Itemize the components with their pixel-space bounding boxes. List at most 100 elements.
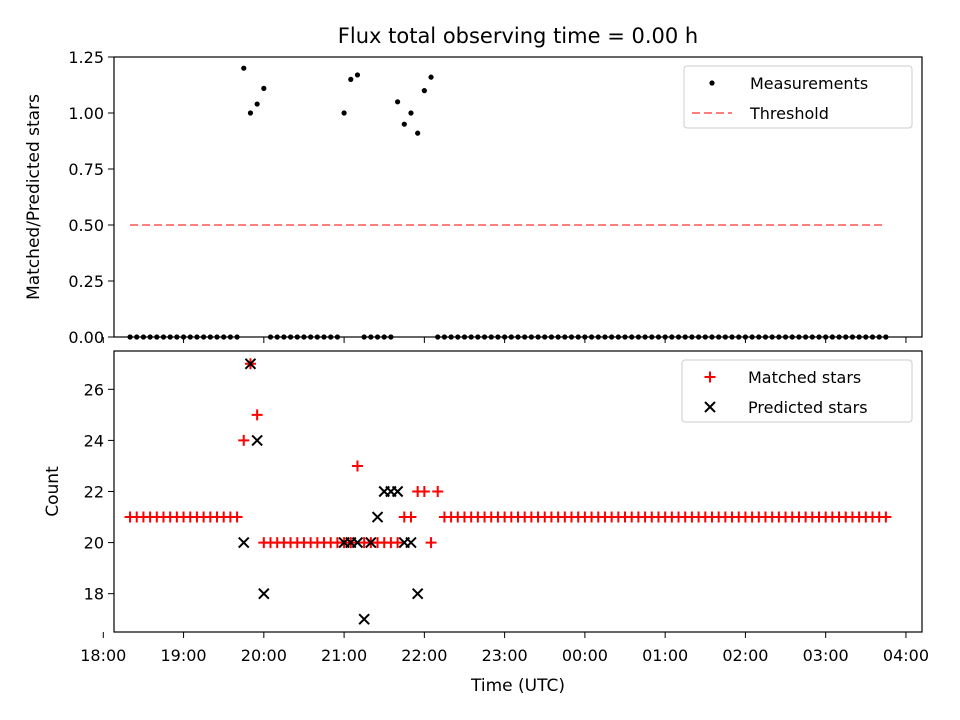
measurement-point <box>796 334 802 340</box>
measurement-point <box>588 334 595 340</box>
bottom-legend-box <box>681 359 913 423</box>
measurement-point <box>341 110 347 116</box>
measurement-point <box>348 76 354 82</box>
measurement-point <box>201 334 207 340</box>
measurement-point <box>769 334 775 340</box>
measurement-point <box>361 334 367 340</box>
measurement-point <box>455 334 461 340</box>
measurement-point <box>649 334 655 340</box>
measurement-point <box>695 334 702 340</box>
measurement-point <box>548 334 555 340</box>
measurement-point <box>287 334 294 340</box>
measurement-point <box>742 334 749 340</box>
top-ytick-label: 0.00 <box>68 328 104 347</box>
measurement-point <box>535 334 541 340</box>
bottom-ytick-label: 24 <box>84 431 104 450</box>
measurement-point <box>762 334 769 340</box>
measurement-point <box>468 334 474 340</box>
measurement-point <box>328 334 334 340</box>
top-ylabel: Matched/Predicted stars <box>24 94 44 300</box>
measurement-point <box>221 334 227 340</box>
measurement-point <box>140 334 147 340</box>
measurement-point <box>154 334 160 340</box>
measurement-point <box>495 334 501 340</box>
measurement-point <box>702 334 708 340</box>
predicted-star-point <box>258 587 270 600</box>
bottom-ytick-label: 20 <box>84 534 104 553</box>
top-ytick-label: 1.25 <box>68 48 104 67</box>
top-ytick-label: 0.25 <box>68 272 104 291</box>
measurement-point <box>481 334 488 340</box>
top-ytick-label: 0.75 <box>68 160 104 179</box>
matched-star-point <box>405 511 417 523</box>
legend-measurements-handle <box>709 80 715 86</box>
measurement-point <box>334 334 341 340</box>
measurement-point <box>883 334 889 340</box>
measurement-point <box>568 334 575 340</box>
measurement-point <box>622 334 628 340</box>
predicted-star-point <box>244 358 257 370</box>
bottom-legend: Matched stars Predicted stars <box>681 359 913 423</box>
measurement-point <box>635 334 641 340</box>
measurement-point <box>555 334 561 340</box>
measurement-point <box>716 334 722 340</box>
measurement-point <box>281 334 287 340</box>
measurement-point <box>160 334 167 340</box>
predicted-star-point <box>391 485 404 498</box>
measurement-point <box>401 121 407 127</box>
xtick-label: 01:00 <box>642 646 688 665</box>
measurement-point <box>234 334 240 340</box>
measurement-point <box>522 334 528 340</box>
measurement-point <box>803 334 809 340</box>
measurement-point <box>675 334 682 340</box>
measurement-point <box>388 334 394 340</box>
legend-label: Threshold <box>749 104 829 123</box>
xtick-label: 03:00 <box>803 646 849 665</box>
measurement-point <box>629 334 635 340</box>
matched-star-point <box>251 409 263 421</box>
measurement-point <box>321 334 327 340</box>
measurement-point <box>816 334 822 340</box>
measurement-point <box>782 334 789 340</box>
measurement-point <box>214 334 220 340</box>
measurement-point <box>441 334 448 340</box>
legend-matched-stars-handle <box>704 371 716 383</box>
measurement-point <box>562 334 568 340</box>
measurement-point <box>515 334 521 340</box>
measurement-point <box>736 334 742 340</box>
measurement-point <box>167 334 173 340</box>
measurement-point <box>147 334 153 340</box>
top-ytick-label: 0.50 <box>68 216 104 235</box>
series-measurements <box>127 65 889 340</box>
predicted-star-point <box>365 536 377 549</box>
matched-star-point <box>425 537 437 549</box>
bottom-ylabel: Count <box>43 466 63 517</box>
measurement-point <box>508 334 514 340</box>
measurement-point <box>869 334 876 340</box>
measurement-point <box>207 334 213 340</box>
measurement-point <box>395 99 401 105</box>
measurement-point <box>408 110 414 116</box>
top-legend-box <box>683 65 913 129</box>
measurement-point <box>194 334 200 340</box>
measurement-point <box>749 334 755 340</box>
xtick-label: 22:00 <box>401 646 447 665</box>
matched-star-point <box>231 511 243 523</box>
xlabel: Time (UTC) <box>470 676 565 696</box>
xtick-label: 20:00 <box>241 646 287 665</box>
measurement-point <box>461 334 468 340</box>
predicted-star-point <box>238 536 250 549</box>
legend-predicted-stars-handle <box>704 401 716 413</box>
measurement-point <box>655 334 662 340</box>
xtick-label: 00:00 <box>562 646 608 665</box>
measurement-point <box>722 334 728 340</box>
measurement-point <box>575 334 581 340</box>
xtick-label: 23:00 <box>482 646 528 665</box>
matched-star-point <box>880 511 892 523</box>
measurement-point <box>274 334 280 340</box>
measurement-point <box>435 334 441 340</box>
measurement-point <box>254 101 260 107</box>
xtick-label: 04:00 <box>883 646 929 665</box>
xtick-label: 02:00 <box>722 646 768 665</box>
measurement-point <box>729 334 735 340</box>
